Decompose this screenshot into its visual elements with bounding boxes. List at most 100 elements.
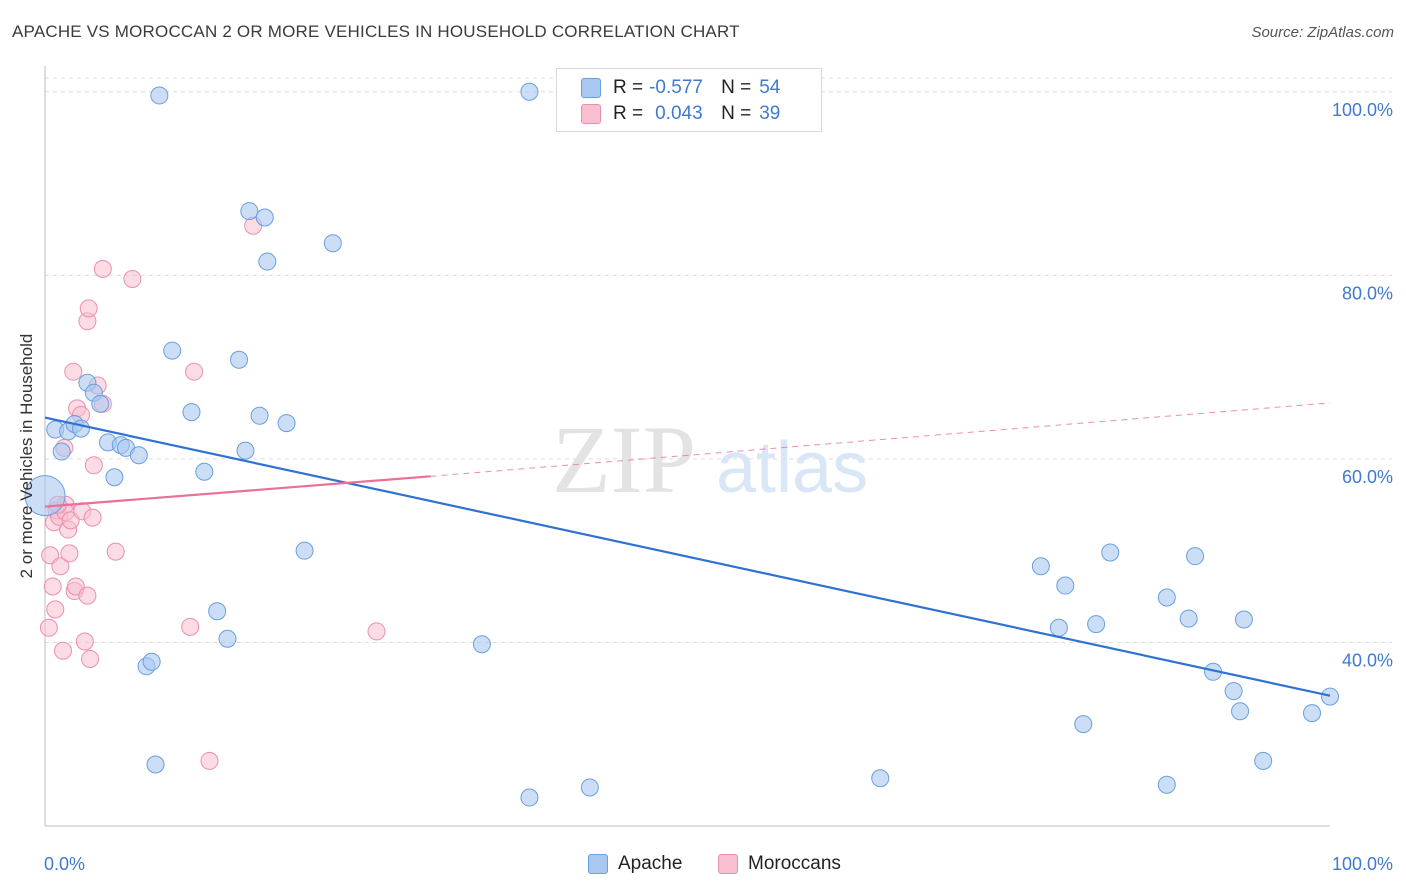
apache-point: [1101, 543, 1120, 562]
n-label: N =: [721, 77, 752, 98]
apache-point: [142, 652, 161, 671]
r-value: -0.577: [649, 77, 703, 98]
apache-point: [208, 602, 227, 621]
moroccan-point: [60, 544, 79, 563]
moroccan-point: [185, 362, 204, 381]
x-tick-label: 100.0%: [1332, 854, 1393, 874]
moroccan-point: [64, 362, 83, 381]
correlation-legend: R = -0.577 N = 54 R = 0.043 N = 39: [556, 68, 822, 132]
apache-point: [1231, 702, 1250, 721]
apache-point: [1186, 547, 1205, 566]
apache-point: [218, 629, 237, 648]
moroccan-point: [43, 577, 62, 596]
trend-lines: [44, 402, 1331, 697]
apache-point: [1254, 751, 1273, 770]
apache-point: [277, 414, 296, 433]
moroccan-point: [79, 299, 98, 318]
apache-point: [105, 468, 124, 487]
apache-point: [472, 635, 491, 654]
chart-title: APACHE VS MOROCCAN 2 OR MORE VEHICLES IN…: [12, 22, 740, 41]
moroccan-legend-label: Moroccans: [748, 853, 841, 874]
apache-point: [520, 82, 539, 101]
apache-series: [24, 82, 1339, 807]
apache-point: [1321, 687, 1339, 706]
moroccan-point: [83, 508, 102, 527]
apache-point: [1157, 588, 1176, 607]
y-axis-title: 2 or more Vehicles in Household: [17, 334, 36, 579]
x-tick-label: 0.0%: [44, 854, 85, 874]
apache-point: [52, 442, 71, 461]
n-value: 54: [759, 77, 781, 98]
apache-point: [150, 86, 169, 105]
apache-point: [323, 234, 342, 253]
moroccan-point: [123, 269, 142, 288]
r-label: R =: [613, 103, 644, 124]
moroccan-trend-line: [44, 475, 431, 508]
bottom-legend-moroccans: Moroccans: [718, 852, 841, 876]
moroccan-point: [200, 751, 219, 770]
bottom-legend-apache: Apache: [588, 852, 682, 876]
watermark: ZIP atlas: [552, 406, 868, 513]
apache-point: [1087, 615, 1106, 634]
legend-row-moroccans: R = 0.043 N = 39: [581, 101, 780, 127]
apache-point: [236, 441, 255, 460]
watermark-atlas: atlas: [716, 428, 868, 508]
y-tick-label: 80.0%: [1342, 283, 1393, 303]
moroccan-point: [80, 649, 99, 668]
apache-point: [1049, 618, 1068, 637]
n-value: 39: [759, 103, 781, 124]
moroccan-point: [84, 456, 103, 475]
moroccan-trend-extension: [430, 402, 1331, 477]
y-tick-label: 40.0%: [1342, 650, 1393, 670]
moroccan-legend-swatch: [718, 854, 738, 874]
moroccan-point: [51, 557, 70, 576]
apache-point: [1031, 557, 1050, 576]
apache-point: [1234, 610, 1253, 629]
source-credit: Source: ZipAtlas.com: [1251, 24, 1394, 41]
apache-point: [258, 252, 277, 271]
apache-point: [230, 350, 249, 369]
legend-row-apache: R = -0.577 N = 54: [581, 75, 780, 101]
moroccan-point: [78, 586, 97, 605]
apache-point: [871, 769, 890, 788]
apache-point: [129, 446, 148, 465]
y-tick-label: 60.0%: [1342, 467, 1393, 487]
apache-point: [1179, 609, 1198, 628]
apache-point: [71, 419, 90, 438]
watermark-zip: ZIP: [552, 406, 696, 513]
tick-labels: 40.0% 60.0% 80.0% 100.0% 0.0% 100.0%: [44, 100, 1393, 874]
apache-point: [1224, 682, 1243, 701]
apache-point: [255, 208, 274, 227]
apache-point: [1303, 704, 1322, 723]
apache-point: [195, 462, 214, 481]
apache-point: [1074, 715, 1093, 734]
moroccan-point: [39, 618, 58, 637]
moroccan-point: [367, 622, 386, 641]
apache-point: [163, 341, 182, 360]
moroccan-point: [41, 546, 60, 565]
r-label: R =: [613, 77, 644, 98]
moroccan-point: [93, 259, 112, 278]
moroccan-point: [106, 542, 125, 561]
y-tick-label: 100.0%: [1332, 100, 1393, 120]
apache-point: [182, 403, 201, 422]
apache-point: [1056, 576, 1075, 595]
moroccan-point: [75, 632, 94, 651]
moroccan-swatch: [581, 104, 601, 124]
apache-point: [1157, 775, 1176, 794]
moroccan-point: [181, 617, 200, 636]
moroccan-point: [46, 600, 65, 619]
n-label: N =: [721, 103, 752, 124]
apache-point: [250, 406, 269, 425]
apache-point: [580, 778, 599, 797]
apache-point: [295, 541, 314, 560]
r-value: 0.043: [655, 103, 703, 124]
apache-legend-swatch: [588, 854, 608, 874]
apache-swatch: [581, 78, 601, 98]
apache-point: [520, 788, 539, 807]
apache-trend-line: [44, 416, 1331, 697]
axis-layer: [44, 66, 1330, 827]
moroccan-point: [53, 641, 72, 660]
apache-legend-label: Apache: [618, 853, 683, 874]
